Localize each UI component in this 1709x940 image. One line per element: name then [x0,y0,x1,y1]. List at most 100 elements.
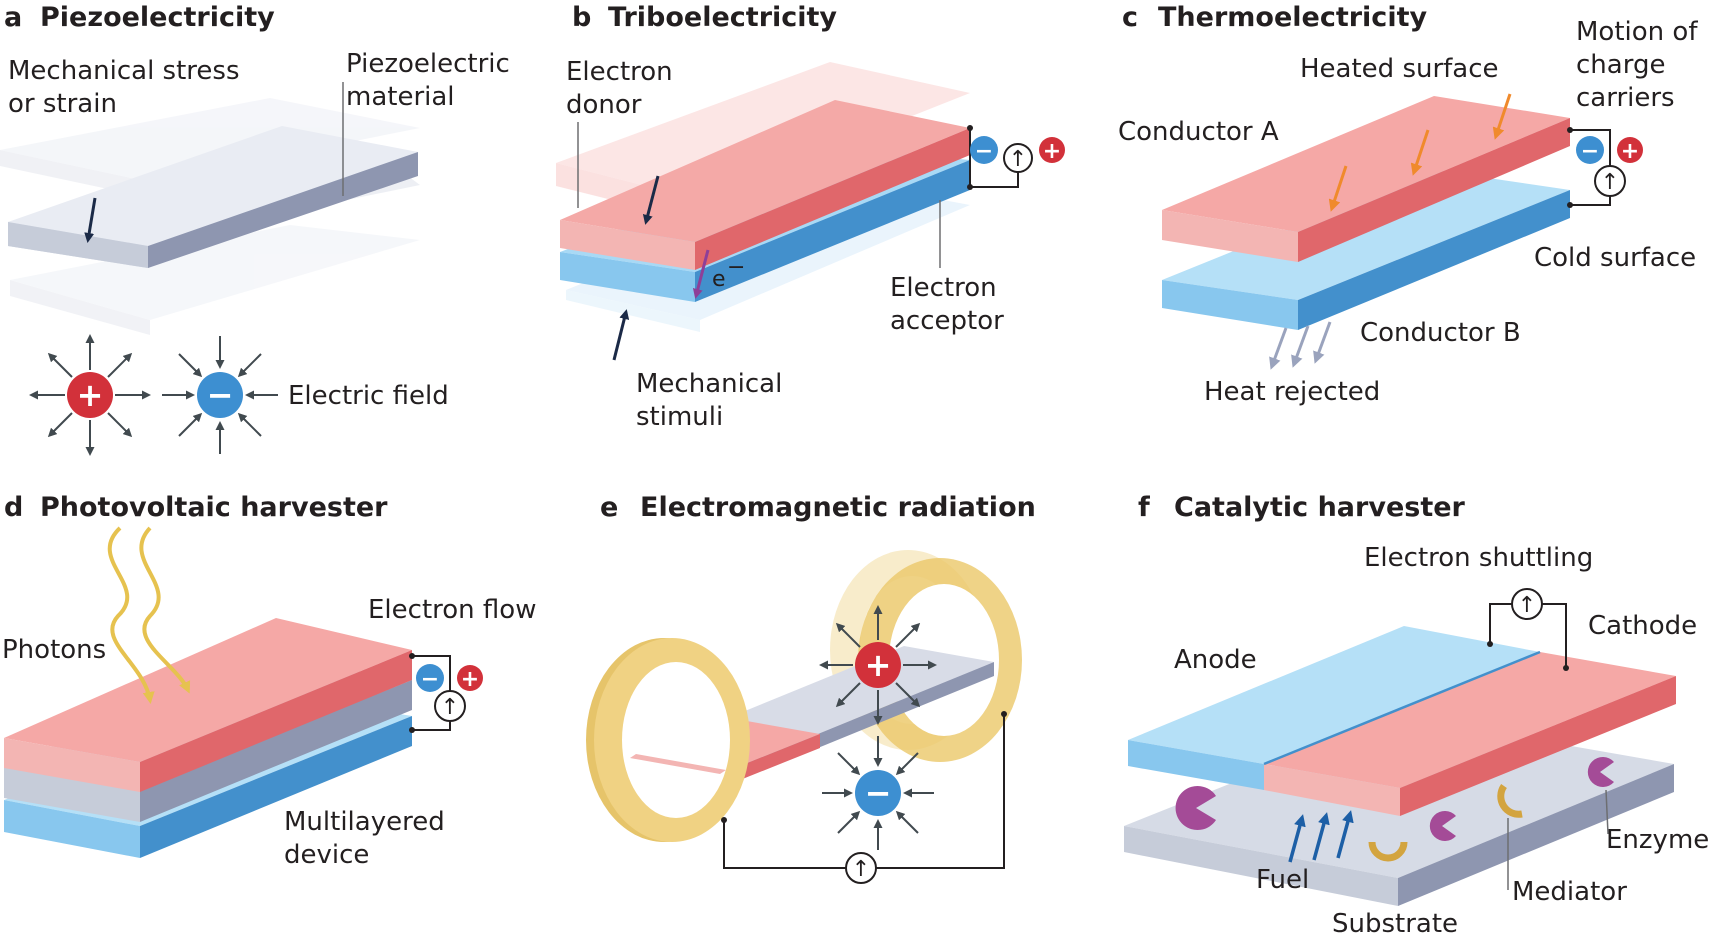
electron-flow-label: Electron flow [368,595,536,625]
thermo-circuit-wire [1570,129,1611,166]
catalytic-circuit-wire [1489,603,1512,644]
acceptor-label-line2: acceptor [890,306,1004,336]
mediator-label: Mediator [1512,877,1627,907]
enzyme-icon [1175,786,1216,830]
enzyme-icons [1175,757,1614,841]
positive-charge-icon [67,372,113,418]
svg-text:−: − [421,667,439,692]
em-negative-charge-field: − [822,736,934,850]
tribo-stimuli-arrow [612,309,630,361]
svg-text:↑: ↑ [852,857,870,882]
panel-e-title: Electromagnetic radiation [640,492,1036,523]
photon-wave-1 [107,526,155,704]
panel-e-electromagnetic: e Electromagnetic radiation [586,492,1036,884]
motion-label-line3: carriers [1576,83,1675,113]
electron-charge-superscript: − [727,255,745,280]
panel-f-catalytic: f Catalytic harvester [1124,492,1709,939]
catalytic-current-meter-icon [1511,588,1543,620]
panel-d-letter: d [4,492,23,523]
acceptor-label-line1: Electron [890,273,997,303]
svg-text:+: + [1043,139,1061,164]
svg-text:+: + [1621,139,1639,164]
panel-b-triboelectricity: b Triboelectricity e − [556,2,1065,432]
pv-circuit-wire [412,655,451,692]
conductor-a-label: Conductor A [1118,117,1279,147]
donor-ghost-plate [556,62,970,200]
em-circuit-wire [723,820,846,869]
panel-d-photovoltaic: d Photovoltaic harvester ↑ [2,492,536,870]
svg-text:−: − [865,774,892,812]
pv-current-meter-icon [434,690,466,722]
panel-d-title: Photovoltaic harvester [40,492,388,523]
enzyme-icon [1429,811,1456,841]
enzyme-icon [1587,757,1614,787]
pv-top-layer [4,618,412,792]
svg-text:↑: ↑ [1601,170,1619,195]
svg-text:+: + [461,667,479,692]
svg-text:↑: ↑ [1518,593,1536,618]
mediator-icon [1368,841,1408,862]
tribo-positive-terminal-icon [1039,137,1065,163]
svg-text:↑: ↑ [441,695,459,720]
thermo-current-meter-icon [1594,165,1626,197]
panel-b-title: Triboelectricity [608,2,837,33]
motion-label-line1: Motion of [1576,17,1698,47]
stimuli-label-line1: Mechanical [636,369,782,399]
stress-label-line2: or strain [8,89,117,119]
fuel-label: Fuel [1256,865,1309,895]
panel-b-letter: b [572,2,591,33]
negative-charge-icon [197,372,243,418]
tribo-current-meter-icon [1003,143,1033,173]
tribo-press-arrow [642,175,660,225]
heated-surface-label: Heated surface [1300,54,1499,84]
enzyme-leader [1605,789,1609,835]
svg-text:+: + [865,646,892,684]
pv-positive-terminal-icon [457,665,483,691]
stimuli-label-line2: stimuli [636,402,723,432]
panel-a-letter: a [4,2,22,33]
donor-label-line2: donor [566,90,642,120]
panel-e-letter: e [600,492,618,523]
positive-charge-field: + [29,334,151,456]
conductor-b-label: Conductor B [1360,318,1521,348]
donor-label-line1: Electron [566,57,673,87]
em-current-meter-icon [845,852,877,884]
material-label-line2: material [346,82,455,112]
tribo-negative-terminal-icon [970,136,998,164]
panel-a-piezoelectricity: a Piezoelectricity Mechanical stress or … [0,2,510,456]
electric-field-label: Electric field [288,381,449,411]
heat-rejected-arrows [1269,321,1332,370]
conductor-b-plate [1162,170,1570,330]
svg-text:↑: ↑ [1009,147,1027,172]
electron-transfer-arrow [692,249,710,299]
pv-negative-terminal-icon [416,664,444,692]
em-negative-charge-icon [855,770,901,816]
electron-shuttling-label: Electron shuttling [1364,543,1593,573]
svg-text:−: − [975,139,993,164]
motion-label-line2: charge [1576,50,1665,80]
cathode-label: Cathode [1588,611,1697,641]
em-positive-charge-icon [855,642,901,688]
fuel-arrows [1288,810,1354,863]
thermo-negative-terminal-icon [1576,136,1604,164]
material-label-line1: Piezoelectric [346,49,510,79]
stress-label-line1: Mechanical stress [8,56,240,86]
electron-donor-plate [560,100,970,270]
panel-c-thermoelectricity: c Thermoelectricity [1118,2,1698,407]
panel-c-title: Thermoelectricity [1158,2,1427,33]
em-positive-charge-field: + [819,605,937,725]
mediator-icons [1368,784,1523,862]
negative-charge-field: − [162,336,278,454]
substrate-label: Substrate [1332,909,1458,939]
device-label-line1: Multilayered [284,807,445,837]
piezo-plate [8,126,418,268]
panel-f-letter: f [1138,492,1150,523]
cold-surface-label: Cold surface [1534,243,1696,273]
thermo-positive-terminal-icon [1617,137,1643,163]
panel-f-title: Catalytic harvester [1174,492,1466,523]
piezo-stress-arrow [84,197,97,243]
anode-plate [1128,626,1540,790]
minus-sign: − [207,376,234,414]
plus-sign: + [77,376,104,414]
svg-text:−: − [1581,139,1599,164]
